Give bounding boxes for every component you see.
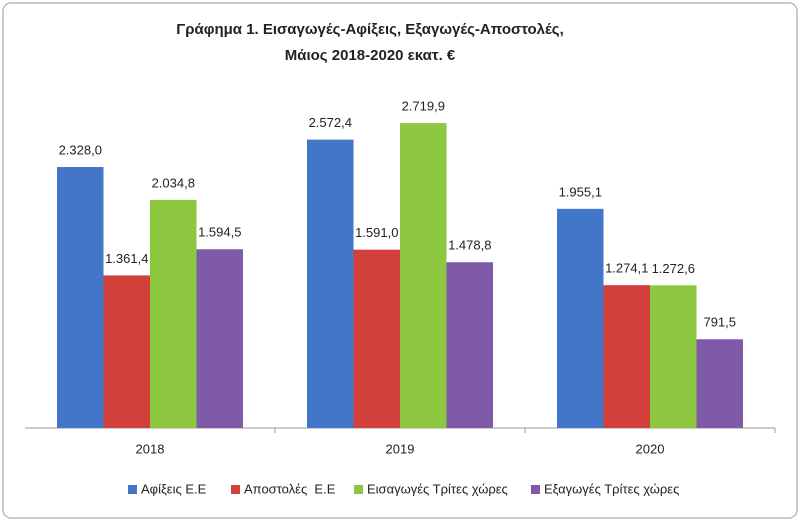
bar	[57, 167, 104, 429]
bar	[150, 199, 197, 428]
bar	[650, 285, 697, 428]
bar	[103, 275, 150, 428]
data-label: 1.591,0	[355, 225, 398, 240]
data-label: 1.955,1	[559, 184, 602, 199]
legend-marker	[354, 485, 363, 494]
x-tick-label: 2018	[136, 441, 165, 456]
bar	[196, 249, 243, 428]
bar	[353, 249, 400, 428]
bar	[400, 123, 447, 428]
legend-label: Εξαγωγές Τρίτες χώρες	[544, 481, 679, 496]
bar	[696, 339, 743, 428]
legend-marker	[231, 485, 240, 494]
legend-label: Αποστολές Ε.Ε	[244, 481, 336, 496]
data-label: 2.328,0	[59, 142, 102, 157]
legend-label: Αφίξεις Ε.Ε	[141, 481, 207, 496]
legend-marker	[531, 485, 540, 494]
chart-title: Μάιος 2018-2020 εκατ. €	[285, 47, 456, 64]
x-tick-label: 2020	[636, 441, 665, 456]
legend-marker	[128, 485, 137, 494]
bar	[603, 285, 650, 428]
data-label: 791,5	[703, 315, 736, 330]
data-label: 1.274,1	[605, 261, 648, 276]
chart-title: Γράφημα 1. Εισαγωγές-Αφίξεις, Εξαγωγές-Α…	[176, 21, 564, 38]
data-label: 1.478,8	[448, 238, 491, 253]
bar	[557, 208, 604, 428]
bar	[446, 262, 493, 428]
data-label: 1.361,4	[105, 251, 148, 266]
data-label: 1.272,6	[652, 261, 695, 276]
data-label: 1.594,5	[198, 225, 241, 240]
data-label: 2.034,8	[152, 175, 195, 190]
bar	[307, 139, 354, 428]
data-label: 2.719,9	[402, 99, 445, 114]
data-label: 2.572,4	[309, 115, 352, 130]
legend-label: Εισαγωγές Τρίτες χώρες	[367, 481, 508, 496]
x-tick-label: 2019	[386, 441, 415, 456]
